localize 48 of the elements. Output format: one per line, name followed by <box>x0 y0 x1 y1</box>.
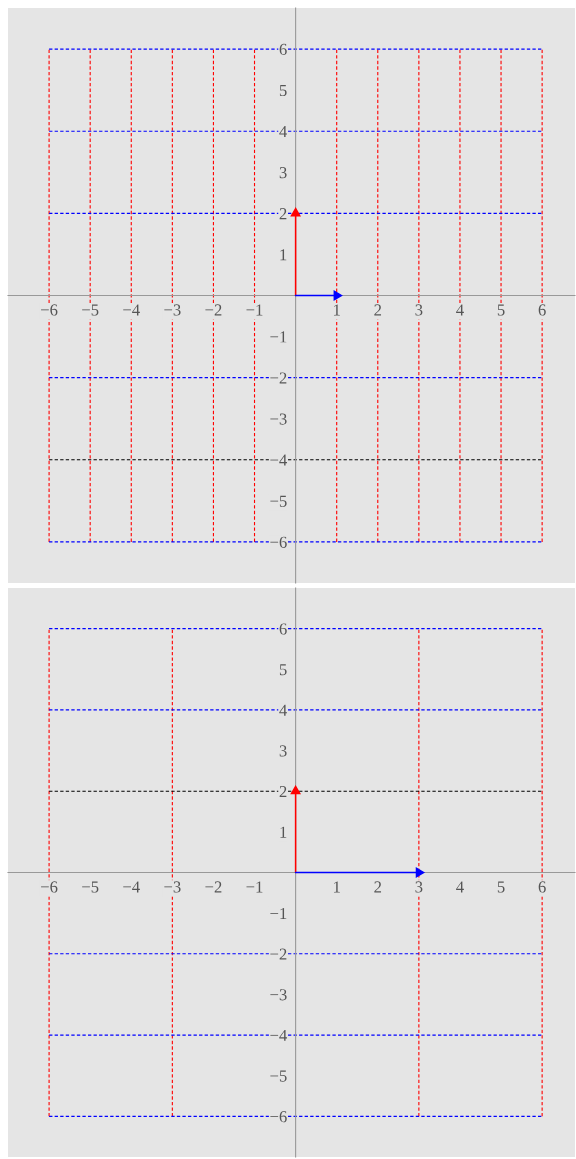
y-tick-label: 3 <box>279 745 287 757</box>
x-tick-label: −4 <box>123 304 140 316</box>
y-tick-label: 6 <box>279 43 287 56</box>
y-tick-label: 4 <box>279 704 288 716</box>
y-tick-label: 2 <box>279 208 287 220</box>
x-tick-label: −3 <box>164 881 181 893</box>
x-tick-label: 6 <box>538 881 546 893</box>
y-tick-label: −6 <box>270 536 287 548</box>
x-tick-label: −3 <box>164 304 181 316</box>
y-tick-label: −2 <box>270 372 287 384</box>
x-tick-label: −2 <box>205 881 222 893</box>
x-tick-label: 5 <box>497 304 505 316</box>
y-tick-label: −3 <box>270 989 287 1001</box>
y-tick-label: −6 <box>270 1111 287 1123</box>
y-tick-label: −1 <box>270 331 287 343</box>
y-tick-label: 5 <box>279 85 287 97</box>
x-tick-label: 1 <box>334 881 340 893</box>
y-tick-label: −4 <box>270 1029 288 1041</box>
x-tick-label: −6 <box>41 304 58 316</box>
y-tick-label: −1 <box>270 907 287 919</box>
y-tick-label: −5 <box>270 1070 287 1082</box>
x-tick-label: −4 <box>123 881 140 893</box>
x-tick-label: −6 <box>41 881 58 893</box>
y-tick-label: 2 <box>279 785 287 797</box>
y-tick-label: −2 <box>270 948 287 960</box>
y-tick-label: 1 <box>280 826 287 838</box>
y-tick-label: −4 <box>270 454 288 466</box>
x-tick-label: 2 <box>374 304 382 316</box>
x-tick-label: −1 <box>246 304 263 316</box>
y-tick-label: 1 <box>280 249 287 261</box>
x-tick-label: −5 <box>82 304 99 316</box>
x-tick-label: 3 <box>415 304 423 316</box>
x-tick-label: 4 <box>456 881 464 893</box>
y-tick-label: −3 <box>270 413 287 425</box>
x-tick-label: 5 <box>497 881 505 893</box>
x-tick-label: 4 <box>456 304 464 316</box>
x-tick-label: 1 <box>334 304 340 316</box>
x-tick-label: −2 <box>205 304 222 316</box>
y-tick-label: 4 <box>279 126 288 137</box>
y-tick-label: 3 <box>279 167 287 179</box>
y-tick-label: −5 <box>270 495 287 507</box>
x-tick-label: 2 <box>374 881 382 893</box>
y-tick-label: 5 <box>279 664 287 676</box>
x-tick-label: −1 <box>246 881 263 893</box>
x-tick-label: 6 <box>538 304 546 316</box>
y-tick-label: 6 <box>279 623 287 635</box>
x-tick-label: −5 <box>82 881 99 893</box>
x-tick-label: 3 <box>415 881 423 893</box>
